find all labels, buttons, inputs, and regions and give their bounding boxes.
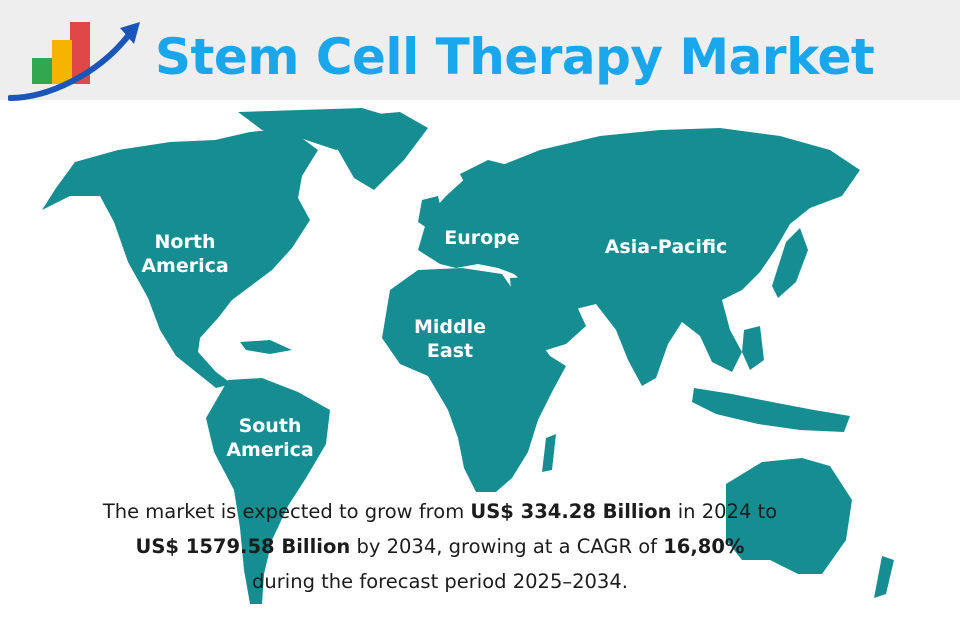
value-2024: US$ 334.28 Billion bbox=[470, 500, 672, 523]
summary-text: by 2034, growing at a CAGR of bbox=[350, 535, 664, 558]
region-label-line: East bbox=[426, 340, 474, 362]
value-2034: US$ 1579.58 Billion bbox=[135, 535, 351, 558]
australia bbox=[726, 458, 852, 574]
africa-landmass bbox=[382, 268, 566, 492]
cagr-value: 16,80% bbox=[663, 535, 745, 558]
region-label-north-america: North America bbox=[135, 230, 235, 278]
region-label-south-america: South America bbox=[215, 414, 325, 462]
japan bbox=[772, 228, 808, 298]
region-label-middle-east: Middle East bbox=[400, 315, 500, 363]
madagascar bbox=[542, 434, 556, 472]
region-label-line: North bbox=[154, 231, 216, 253]
summary-text: in 2024 to bbox=[671, 500, 778, 523]
summary-line-1: The market is expected to grow from US$ … bbox=[40, 494, 840, 529]
header-band bbox=[0, 0, 960, 100]
new-zealand bbox=[874, 556, 894, 598]
scandinavia bbox=[460, 160, 512, 214]
caribbean-islands bbox=[240, 340, 292, 354]
region-label-line: Asia-Pacific bbox=[604, 236, 728, 258]
region-label-line: Middle bbox=[413, 316, 487, 338]
eurasia-landmass bbox=[418, 128, 860, 386]
region-label-line: South bbox=[238, 415, 302, 437]
market-summary: The market is expected to grow from US$ … bbox=[40, 494, 840, 599]
philippines bbox=[742, 326, 764, 370]
south-america-landmass bbox=[206, 378, 330, 604]
growth-bar-chart-arrow-icon bbox=[8, 22, 140, 101]
indonesia-islands bbox=[692, 388, 850, 432]
region-label-line: America bbox=[141, 255, 229, 277]
page-title: Stem Cell Therapy Market bbox=[155, 28, 875, 86]
region-label-line: Europe bbox=[444, 227, 520, 249]
summary-text: The market is expected to grow from bbox=[102, 500, 471, 523]
region-label-europe: Europe bbox=[432, 226, 532, 250]
summary-line-2: US$ 1579.58 Billion by 2034, growing at … bbox=[40, 529, 840, 564]
world-map bbox=[42, 108, 894, 604]
region-label-asia-pacific: Asia-Pacific bbox=[596, 235, 736, 259]
north-america-landmass bbox=[42, 128, 318, 388]
greenland bbox=[332, 112, 428, 190]
summary-line-3: during the forecast period 2025–2034. bbox=[252, 570, 628, 593]
uk-ireland bbox=[418, 196, 444, 230]
region-label-line: America bbox=[226, 439, 314, 461]
